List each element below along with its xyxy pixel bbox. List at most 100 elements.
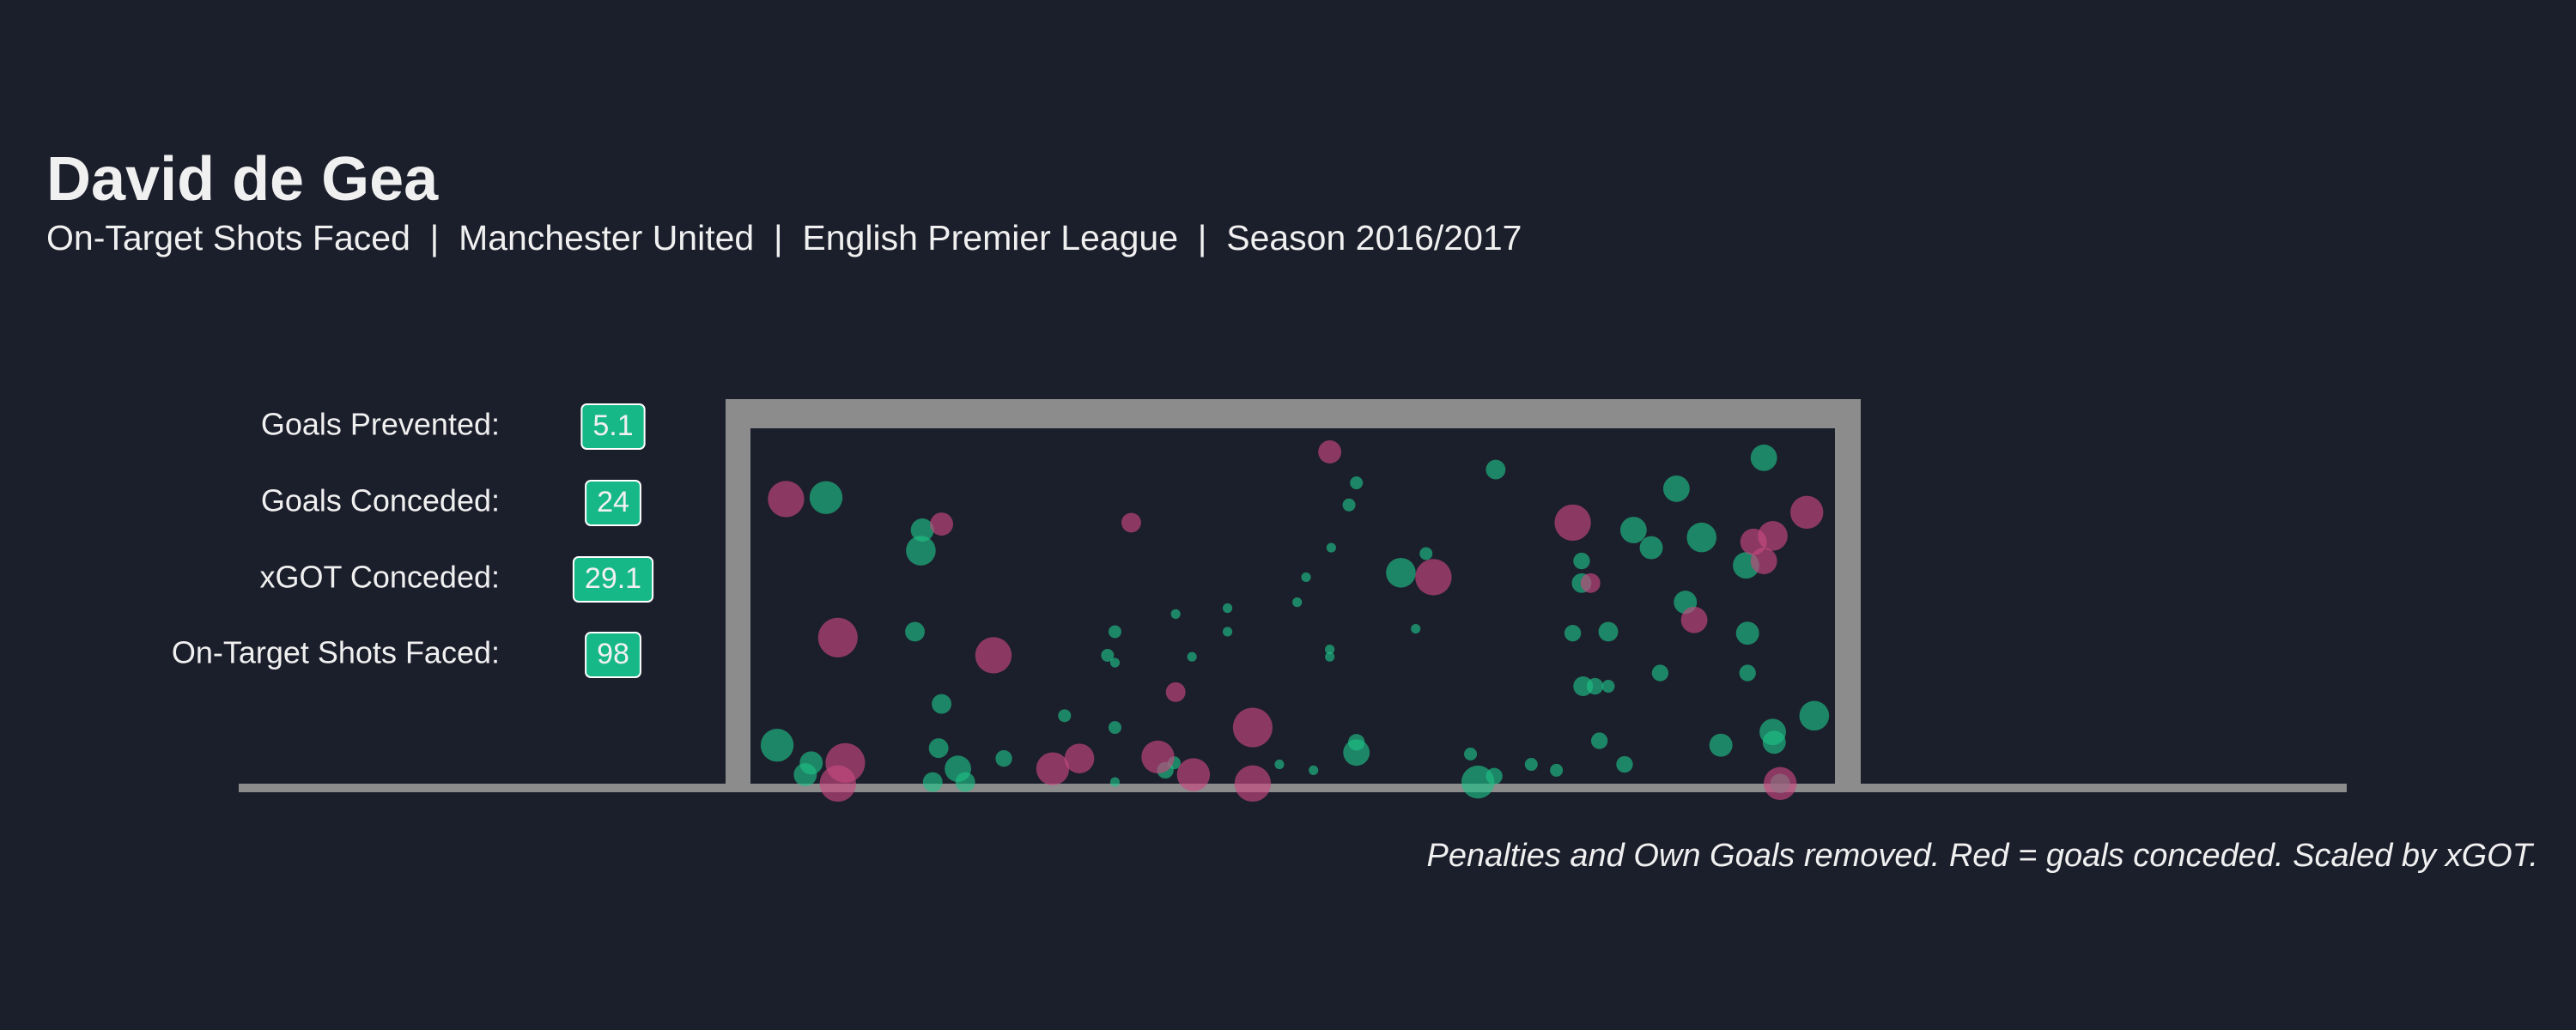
- shot: [1750, 548, 1777, 574]
- shot: [922, 772, 943, 792]
- shot: [1799, 700, 1830, 731]
- shot: [1524, 758, 1538, 772]
- shot: [1790, 495, 1824, 530]
- shot: [817, 617, 858, 657]
- shot: [1274, 759, 1285, 770]
- shot: [1165, 682, 1186, 702]
- shot: [1411, 623, 1421, 634]
- shot: [793, 763, 817, 787]
- shot: [1554, 504, 1591, 542]
- shot: [995, 749, 1012, 767]
- shot: [1222, 627, 1233, 637]
- shot: [1036, 752, 1070, 785]
- shot: [1758, 521, 1788, 551]
- shot: [1232, 707, 1273, 748]
- stat-box: [580, 403, 646, 450]
- chart-subtitle: On-Target Shots Faced | Manchester Unite…: [46, 218, 1522, 258]
- shot: [1598, 621, 1619, 642]
- shot: [1586, 677, 1604, 695]
- stat-label: Goals Prevented:: [261, 407, 500, 442]
- shot: [1064, 743, 1095, 773]
- shot: [1461, 765, 1495, 799]
- stats-panel: Goals Prevented: 5.1 Goals Conceded: 24 xGOT…: [172, 403, 654, 678]
- shot: [1109, 777, 1121, 787]
- stat-value: 29.1: [585, 562, 641, 595]
- shot: [928, 738, 949, 759]
- shot: [905, 621, 925, 642]
- shot: [1309, 765, 1319, 775]
- shot: [1343, 739, 1370, 766]
- shot: [1301, 572, 1311, 583]
- stat-box: [572, 556, 654, 603]
- shot: [1386, 557, 1416, 588]
- shot: [1109, 657, 1121, 668]
- shot: [1464, 748, 1478, 761]
- footnote: Penalties and Own Goals removed. Red = g…: [1427, 838, 2539, 874]
- shot: [1187, 651, 1197, 662]
- stat-label: xGOT Conceded:: [260, 560, 500, 595]
- shot: [1550, 763, 1564, 777]
- shot: [1108, 625, 1121, 639]
- shot: [768, 481, 805, 518]
- shot: [1651, 664, 1669, 682]
- shot: [1234, 765, 1272, 803]
- stat-label: On-Target Shots Faced:: [172, 635, 500, 670]
- shot: [955, 772, 975, 792]
- shot: [819, 765, 857, 803]
- shot: [1325, 644, 1335, 655]
- shot: [1485, 459, 1506, 480]
- shot: [1326, 542, 1336, 553]
- shot: [1662, 475, 1690, 502]
- shot: [1573, 552, 1590, 570]
- shot: [1580, 573, 1601, 593]
- shot: [1573, 676, 1594, 696]
- ground-line: [239, 784, 2347, 792]
- stat-value: 24: [597, 486, 629, 518]
- shot: [1342, 498, 1356, 512]
- shot: [1590, 732, 1608, 749]
- shot: [1121, 512, 1141, 533]
- shot: [1170, 609, 1181, 619]
- shot: [975, 637, 1012, 674]
- shot: [1709, 733, 1733, 757]
- shot: [1762, 730, 1786, 754]
- shot: [1058, 709, 1072, 723]
- shot: [1680, 606, 1708, 633]
- shot: [930, 512, 954, 536]
- stat-value: 98: [597, 638, 629, 670]
- stat-box: [585, 632, 641, 678]
- shot: [1616, 755, 1633, 773]
- shot: [1415, 559, 1452, 596]
- shot: [910, 518, 934, 542]
- shot: [1639, 536, 1663, 560]
- chart-title: David de Gea: [46, 145, 439, 214]
- stat-value: 5.1: [592, 409, 633, 442]
- shot: [906, 536, 936, 566]
- shot: [1108, 721, 1121, 735]
- shot: [1350, 476, 1364, 490]
- shot: [1763, 766, 1797, 801]
- shot: [1325, 651, 1335, 662]
- shot: [1750, 444, 1777, 471]
- shots: [760, 440, 1830, 803]
- shot: [1739, 664, 1756, 682]
- shot: [1419, 547, 1433, 560]
- shot: [1686, 522, 1717, 553]
- shot: [1222, 603, 1233, 614]
- shot: [1601, 680, 1615, 694]
- shot: [1619, 517, 1647, 543]
- shot: [932, 694, 952, 714]
- shot: [1101, 648, 1115, 662]
- shot: [1735, 621, 1759, 645]
- shot: [1485, 767, 1503, 785]
- shot: [1318, 440, 1342, 464]
- shot: [1292, 597, 1303, 608]
- shot: [760, 728, 794, 762]
- shot: [1176, 758, 1211, 791]
- shot: [809, 481, 843, 514]
- shot: [1141, 740, 1175, 774]
- stat-box: [585, 480, 641, 526]
- stat-label: Goals Conceded:: [261, 483, 500, 518]
